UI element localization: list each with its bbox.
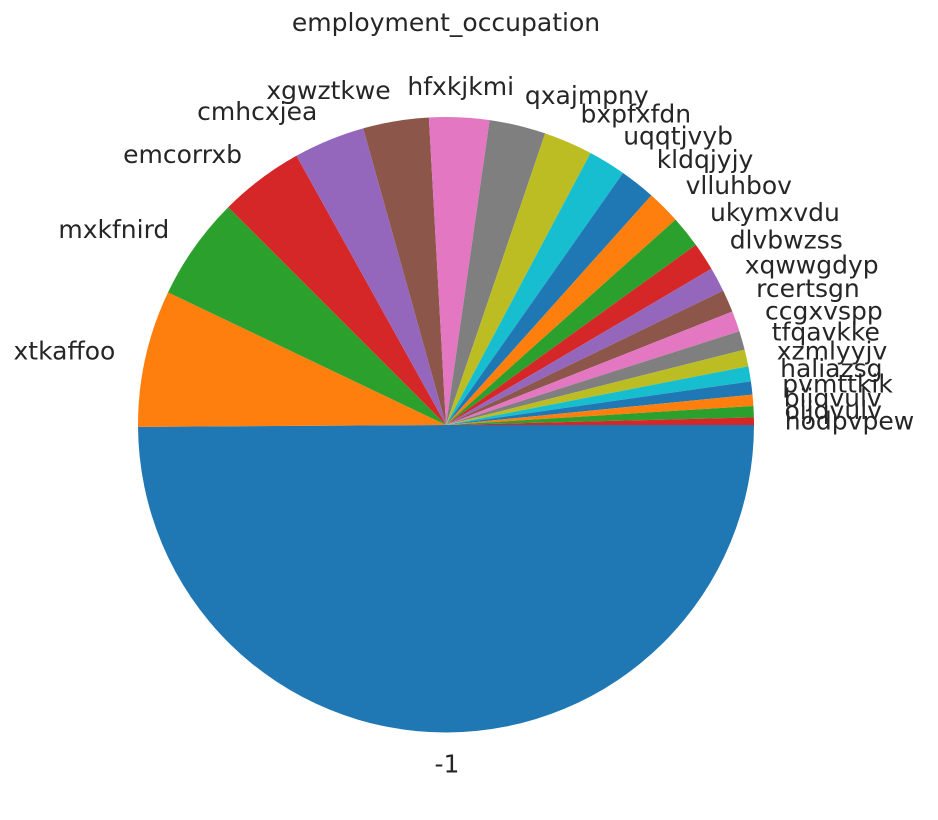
pie-label-xgwztkwe: xgwztkwe (266, 76, 390, 105)
pie-slice-ccgxvspp (446, 311, 740, 425)
pie-slice-cmhcxjea (296, 128, 446, 425)
pie-slice-bxpfxfdn (446, 133, 591, 425)
pie-label-qxajmpny: qxajmpny (525, 81, 649, 110)
pie-label-tfqavkke: tfqavkke (772, 317, 880, 346)
pie-label-ukymxvdu: ukymxvdu (710, 198, 840, 227)
pie-label-vlluhbov: vlluhbov (686, 171, 793, 200)
pie-slice-qxajmpny (446, 120, 546, 426)
pie-label-oijqvulv: oijqvulv (785, 396, 883, 425)
pie-slice-xzmlyyjv (446, 349, 749, 425)
pie-slice-oijqvulv (446, 405, 754, 425)
pie-label-cmhcxjea: cmhcxjea (197, 97, 317, 126)
pie-labels: -1 xtkaffoo mxkfnird emcorrxb cmhcxjeaxgwztk… (14, 72, 915, 778)
pie-label-pvmttkik: pvmttkik (782, 370, 893, 399)
pie-label-ccgxvspp: ccgxvspp (765, 297, 883, 326)
pie-label-xtkaffoo: xtkaffoo (14, 337, 116, 366)
pie-label-kldqjyjy: kldqjyjy (657, 145, 754, 174)
pie-slice-kldqjyjy (446, 172, 652, 425)
pie-label-bijqvulv: bijqvulv (784, 383, 882, 412)
pie-slice-hfxkjkmi (428, 117, 490, 425)
pie-slice-hodpvpew (446, 417, 755, 425)
pie-slice-xtkaffoo (138, 292, 446, 427)
pie-slices (138, 117, 755, 733)
pie-slice-ukymxvdu (446, 219, 696, 425)
pie-slice-tfqavkke (446, 331, 745, 425)
pie-slice-pvmttkik (446, 381, 753, 425)
chart-title: employment_occupation (292, 8, 600, 37)
pie-slice-emcorrxb (228, 155, 446, 425)
pie-label-xqwwgdyp: xqwwgdyp (745, 251, 879, 280)
pie-label-hodpvpew: hodpvpew (785, 406, 914, 435)
pie-label-1: -1 (435, 749, 460, 778)
pie-label-hfxkjkmi: hfxkjkmi (407, 72, 514, 101)
pie-label-uqqtjvyb: uqqtjvyb (623, 122, 733, 151)
pie-label-mxkfnird: mxkfnird (58, 215, 169, 244)
pie-slice-rcertsgn (446, 290, 733, 425)
pie-label-dlvbwzss: dlvbwzss (730, 225, 843, 254)
pie-slice-1 (138, 425, 754, 733)
pie-label-rcertsgn: rcertsgn (756, 274, 860, 303)
pie-slice-dlvbwzss (446, 244, 712, 425)
pie-slice-haliazsg (446, 366, 751, 425)
pie-slice-vlluhbov (446, 195, 676, 425)
pie-slice-mxkfnird (168, 207, 446, 425)
pie-label-emcorrxb: emcorrxb (123, 140, 242, 169)
pie-slice-xgwztkwe (363, 117, 446, 425)
pie-slice-uqqtjvyb (446, 153, 624, 425)
pie-label-haliazsg: haliazsg (780, 354, 882, 383)
pie-label-bxpfxfdn: bxpfxfdn (581, 100, 692, 129)
pie-slice-xqwwgdyp (446, 268, 724, 425)
pie-label-xzmlyyjv: xzmlyyjv (777, 337, 888, 366)
pie-slice-bijqvulv (446, 394, 754, 425)
